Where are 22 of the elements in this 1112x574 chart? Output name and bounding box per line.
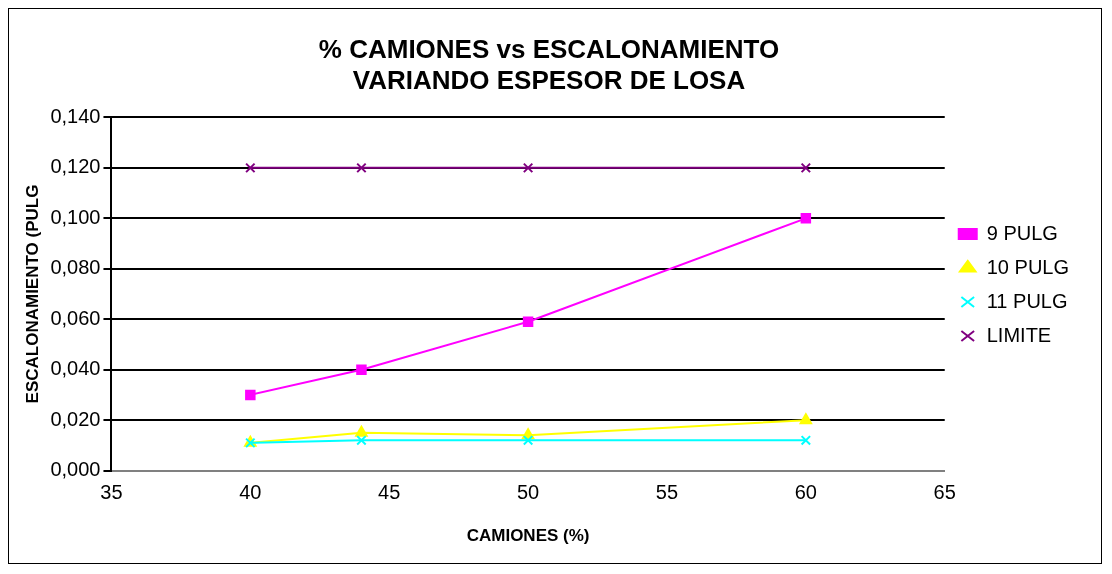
- y-tick-label: 0,080: [50, 256, 101, 279]
- y-tick-label: 0,040: [50, 357, 101, 380]
- y-tick-label: 0,100: [50, 205, 101, 228]
- x-tick-label: 40: [239, 481, 262, 504]
- legend-label: 10 PULG: [986, 255, 1069, 278]
- legend-label: 11 PULG: [986, 289, 1068, 312]
- chart-title: % CAMIONES vs ESCALONAMIENTO VARIANDO ESPESOR DE LOSA: [318, 33, 780, 95]
- y-tick-label: 0,120: [50, 155, 101, 178]
- y-tick-label: 0,000: [50, 458, 101, 481]
- legend-label: LIMITE: [986, 323, 1052, 346]
- y-axis-title: ESCALONAMIENTO (PULG: [22, 184, 42, 404]
- x-tick-label: 50: [516, 481, 540, 504]
- x-tick-label: 55: [655, 481, 679, 504]
- y-tick-label: 0,020: [50, 407, 101, 430]
- x-tick-label: 60: [794, 481, 817, 504]
- x-tick-label: 35: [100, 481, 123, 504]
- x-tick-label: 65: [933, 481, 956, 504]
- y-tick-label: 0,140: [50, 104, 101, 127]
- x-tick-label: 45: [378, 481, 401, 504]
- y-tick-label: 0,060: [50, 306, 101, 329]
- legend-label: 9 PULG: [986, 221, 1058, 244]
- x-axis-title: CAMIONES (%): [466, 526, 590, 546]
